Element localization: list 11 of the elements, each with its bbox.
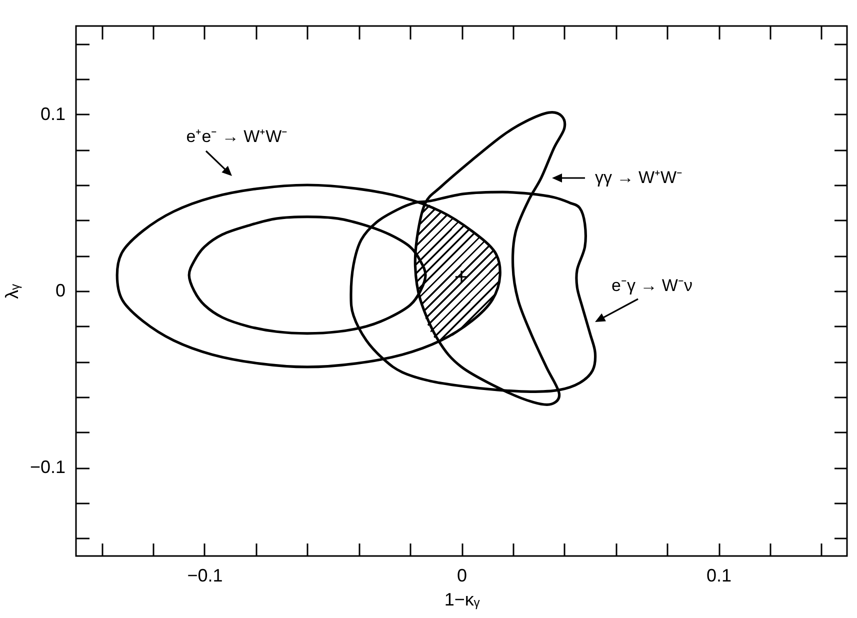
x-tick-label: 0.1 [706, 566, 732, 586]
x-tick-label: 0 [456, 566, 468, 586]
annotation: γγ → W⁺W⁻ [595, 168, 683, 187]
x-axis-title: 1−κᵧ [444, 590, 480, 610]
annotation: e⁺e⁻ → W⁺W⁻ [186, 127, 288, 146]
y-axis-title: λᵧ [2, 284, 22, 299]
y-tick-label: 0 [55, 280, 66, 300]
annotation: e⁻γ → W⁻ν [612, 276, 692, 295]
y-tick-label: −0.1 [30, 457, 66, 478]
x-tick-label: −0.1 [187, 566, 223, 586]
y-tick-label: 0.1 [40, 104, 66, 124]
